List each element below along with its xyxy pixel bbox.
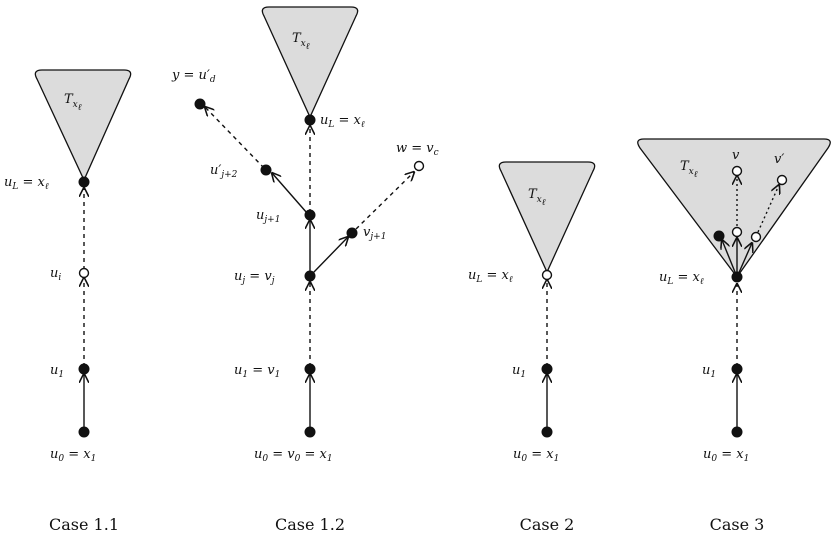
node-u1: [541, 363, 553, 375]
label-uj1: uj+1: [256, 208, 280, 225]
edge-vj1-w: [355, 172, 414, 230]
caption-case-1-2: Case 1.2: [275, 515, 345, 534]
node-uL: [731, 271, 743, 283]
node-vj1: [346, 227, 358, 239]
edge-uL-child-left: [722, 240, 738, 278]
subtree-triangle: [261, 6, 359, 119]
label-vprime: v′: [774, 152, 784, 167]
panel-case-1-1: Txℓ uL = xℓ ui u1 u0 = x1 Case 1.1: [4, 69, 132, 534]
node-uL: [78, 176, 90, 188]
caption-case-1-1: Case 1.1: [49, 515, 119, 534]
node-uj: [304, 270, 316, 282]
label-u1: u1: [702, 363, 716, 380]
edge-uj1-uprime: [272, 173, 308, 214]
label-u1: u1: [512, 363, 526, 380]
node-child-mid: [731, 226, 743, 238]
node-u1: [304, 363, 316, 375]
label-uj: uj = vj: [234, 269, 275, 286]
node-u0: [731, 426, 743, 438]
label-uL: uL = xℓ: [659, 270, 704, 287]
node-child-right: [750, 231, 762, 243]
label-u0: u0 = v0 = x1: [254, 447, 333, 464]
subtree-triangle: [498, 161, 596, 274]
edge-uL-child-right: [736, 243, 752, 278]
edge-uj-vj1: [312, 237, 348, 274]
caption-case-3: Case 3: [710, 515, 765, 534]
node-w: [413, 160, 425, 172]
edge-child-vprime: [757, 185, 779, 233]
node-uj1: [304, 209, 316, 221]
label-y: y = u′d: [171, 68, 216, 85]
caption-case-2: Case 2: [520, 515, 575, 534]
label-v: v: [732, 148, 740, 163]
node-u1: [731, 363, 743, 375]
node-child-left: [713, 230, 725, 242]
subtree-triangle: [34, 69, 132, 182]
label-uL: uL = xℓ: [4, 175, 49, 192]
node-v: [731, 165, 743, 177]
node-uL: [541, 269, 553, 281]
label-vj1: vj+1: [363, 225, 386, 242]
label-uL: uL = xℓ: [320, 113, 365, 130]
node-uL: [304, 114, 316, 126]
label-u0: u0 = x1: [50, 447, 96, 464]
panel-case-1-2: Txℓ uL = xℓ uj+1 uj = vj u1 = v1 u0 = v0…: [171, 6, 439, 534]
label-u0: u0 = x1: [703, 447, 749, 464]
node-y: [194, 98, 206, 110]
label-uL: uL = xℓ: [468, 268, 513, 285]
node-ui: [78, 267, 90, 279]
node-u0: [304, 426, 316, 438]
node-u0: [541, 426, 553, 438]
edge-uprime-y: [205, 107, 265, 169]
label-uprime-j2: u′j+2: [210, 163, 238, 180]
node-uprime-j2: [260, 164, 272, 176]
node-u0: [78, 426, 90, 438]
node-u1: [78, 363, 90, 375]
panel-case-2: Txℓ uL = xℓ u1 u0 = x1 Case 2: [468, 161, 596, 534]
node-vprime: [776, 174, 788, 186]
label-u0: u0 = x1: [513, 447, 559, 464]
label-u1: u1 = v1: [234, 363, 280, 380]
label-ui: ui: [50, 266, 61, 283]
label-u1: u1: [50, 363, 64, 380]
label-w: w = vc: [396, 141, 439, 158]
subtree-triangle: [637, 138, 831, 279]
panel-case-3: Txℓ uL = xℓ u1 u0 = x1 v v′ Case 3: [637, 138, 831, 534]
